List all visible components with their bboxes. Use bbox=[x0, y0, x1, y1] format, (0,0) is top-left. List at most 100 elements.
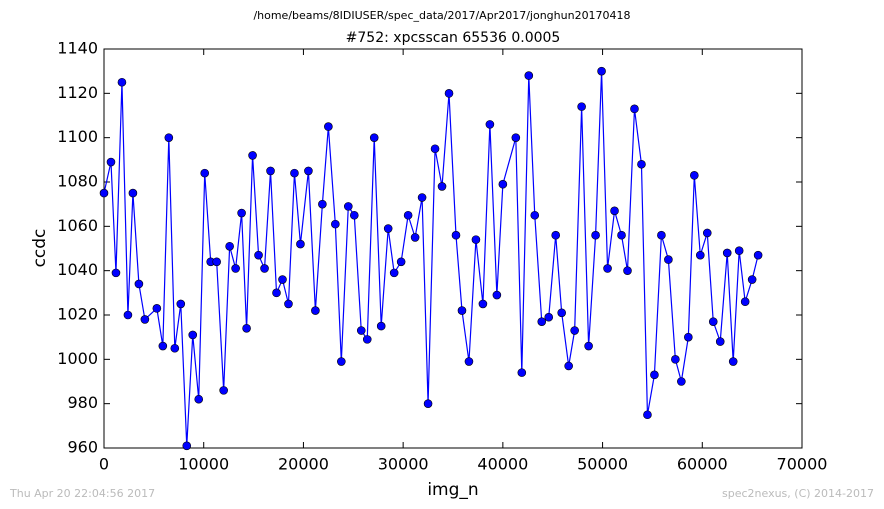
data-point bbox=[237, 208, 246, 218]
data-point bbox=[457, 306, 467, 315]
data-point bbox=[266, 166, 275, 176]
data-point bbox=[423, 399, 433, 408]
data-point bbox=[728, 357, 738, 366]
data-point bbox=[349, 210, 359, 220]
data-point bbox=[597, 66, 606, 76]
y-tick-label: 1120 bbox=[57, 83, 98, 102]
y-tick-label: 1020 bbox=[57, 305, 98, 324]
data-point bbox=[417, 193, 427, 202]
data-point bbox=[324, 122, 333, 131]
timestamp: Thu Apr 20 22:04:56 2017 bbox=[9, 487, 155, 500]
x-tick-label: 30000 bbox=[378, 455, 429, 474]
data-point bbox=[690, 171, 699, 180]
data-point bbox=[362, 335, 372, 344]
y-axis-label: ccdc bbox=[30, 229, 50, 268]
data-point bbox=[337, 357, 346, 366]
x-tick-label: 0 bbox=[99, 455, 109, 474]
data-point bbox=[643, 410, 652, 420]
y-tick-label: 1080 bbox=[57, 172, 98, 191]
data-point bbox=[677, 377, 686, 386]
data-point bbox=[684, 332, 693, 342]
data-point bbox=[740, 297, 750, 307]
data-point bbox=[128, 188, 138, 198]
data-point bbox=[722, 248, 732, 258]
data-point bbox=[343, 202, 353, 211]
x-tick-label: 70000 bbox=[777, 455, 828, 474]
data-point bbox=[117, 77, 127, 87]
y-tick-label: 1100 bbox=[57, 127, 98, 146]
data-point bbox=[296, 239, 305, 249]
data-point bbox=[140, 315, 150, 324]
x-tick-label: 20000 bbox=[278, 455, 329, 474]
data-point bbox=[702, 228, 712, 238]
x-tick-label: 60000 bbox=[677, 455, 728, 474]
y-tick-label: 1040 bbox=[57, 260, 98, 279]
data-point bbox=[369, 133, 379, 142]
data-point bbox=[695, 250, 705, 260]
data-point bbox=[437, 182, 447, 191]
data-point bbox=[396, 257, 406, 267]
data-point bbox=[284, 299, 293, 309]
data-point bbox=[304, 166, 313, 176]
data-point bbox=[278, 275, 287, 284]
data-point bbox=[610, 206, 619, 216]
data-point bbox=[260, 264, 269, 273]
data-point bbox=[657, 230, 666, 240]
data-point bbox=[410, 233, 420, 242]
data-point bbox=[511, 133, 521, 142]
data-point bbox=[290, 168, 299, 178]
data-point bbox=[747, 275, 757, 284]
data-point bbox=[584, 341, 593, 351]
data-point bbox=[471, 235, 481, 244]
data-point bbox=[254, 250, 263, 260]
data-point bbox=[564, 361, 573, 371]
data-point bbox=[403, 210, 413, 220]
data-point bbox=[134, 279, 144, 289]
data-point bbox=[225, 241, 234, 251]
data-point bbox=[200, 168, 210, 178]
data-point bbox=[123, 310, 133, 320]
data-point bbox=[551, 230, 561, 240]
data-point bbox=[152, 304, 162, 313]
x-tick-label: 10000 bbox=[178, 455, 229, 474]
data-point bbox=[570, 326, 579, 335]
data-point bbox=[242, 323, 251, 333]
y-tick-label: 1000 bbox=[57, 349, 98, 368]
data-point bbox=[356, 326, 366, 335]
data-point bbox=[389, 268, 399, 278]
plot-frame bbox=[103, 48, 803, 449]
data-point bbox=[176, 299, 186, 309]
data-point bbox=[577, 102, 586, 111]
y-tick-label: 1140 bbox=[57, 39, 98, 58]
data-point bbox=[498, 179, 508, 189]
credit: spec2nexus, (C) 2014-2017 bbox=[722, 487, 874, 500]
data-point bbox=[383, 224, 393, 233]
data-point bbox=[451, 230, 461, 240]
data-point bbox=[164, 133, 174, 142]
data-point bbox=[99, 188, 109, 198]
y-tick-label: 1060 bbox=[57, 216, 98, 235]
data-point bbox=[617, 230, 626, 240]
data-point bbox=[311, 306, 320, 315]
data-point bbox=[492, 290, 502, 300]
chart-subtitle: /home/beams/8IDIUSER/spec_data/2017/Apr2… bbox=[253, 9, 630, 22]
data-point bbox=[557, 308, 566, 318]
data-point bbox=[517, 368, 527, 377]
data-point bbox=[170, 343, 180, 353]
data-point bbox=[630, 104, 639, 114]
data-line bbox=[103, 71, 759, 446]
data-point bbox=[376, 321, 386, 331]
data-point bbox=[603, 264, 612, 273]
data-point bbox=[212, 257, 221, 267]
data-point bbox=[219, 386, 228, 395]
data-point bbox=[537, 317, 547, 326]
data-point bbox=[111, 268, 121, 278]
data-point bbox=[637, 159, 646, 169]
data-point bbox=[318, 199, 327, 209]
data-point bbox=[106, 157, 116, 167]
data-point bbox=[671, 355, 680, 364]
data-point bbox=[544, 312, 554, 322]
data-point bbox=[231, 264, 240, 273]
data-point bbox=[331, 219, 340, 229]
data-point bbox=[591, 230, 600, 240]
